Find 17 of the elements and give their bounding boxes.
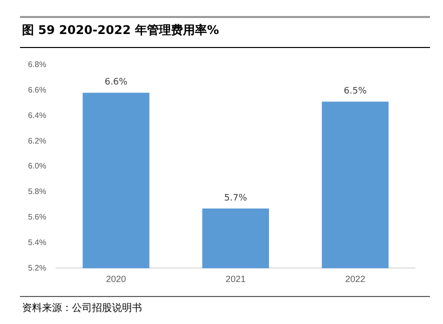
data-label: 6.5% xyxy=(344,86,368,97)
text: 资料来源：公司招股说明书 xyxy=(22,302,142,315)
y-tick-label: 5.6% xyxy=(28,212,46,222)
x-tick-label: 2020 xyxy=(106,274,126,284)
data-label: 5.7% xyxy=(224,193,248,204)
chart-title: 图 59 2020-2022 年管理费用率% xyxy=(22,22,220,39)
x-tick-label: 2022 xyxy=(345,274,366,284)
data-label: 6.6% xyxy=(104,78,128,88)
y-tick-label: 6.6% xyxy=(28,85,46,94)
y-tick-label: 5.2% xyxy=(28,263,46,272)
y-tick-label: 6.2% xyxy=(28,136,46,146)
y-tick-label: 6.0% xyxy=(28,162,46,171)
y-tick-label: 6.8% xyxy=(28,60,46,70)
x-tick-label: 2021 xyxy=(226,274,246,284)
y-tick-label: 5.8% xyxy=(28,187,46,196)
y-tick-label: 6.4% xyxy=(28,110,46,120)
y-tick-label: 5.4% xyxy=(28,238,46,247)
